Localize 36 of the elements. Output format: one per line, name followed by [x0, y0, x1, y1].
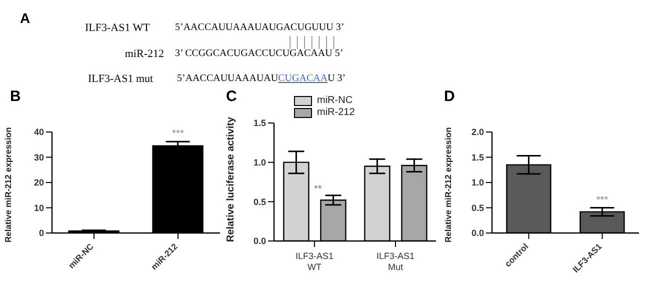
y-axis-title: Relative miR-212 expression [443, 127, 454, 242]
chart-title: B [10, 88, 21, 105]
y-tick-label: 2.0 [471, 127, 484, 138]
text: U 3’ [328, 73, 346, 84]
x-tick-label: ILF3-AS1 Mut [376, 251, 415, 272]
y-tick-label: 0.5 [253, 196, 266, 207]
annotation: *** [596, 194, 608, 206]
y-tick-label: 1.5 [253, 118, 266, 128]
text: 5’AACCAUUAAAUAUGACUGUUU 3’ [175, 22, 344, 33]
y-axis-title: Relative luciferase activity [226, 116, 237, 242]
text: A [20, 10, 30, 26]
text: ILF3-AS1 WT [85, 22, 150, 34]
text: 3’ CCGGCACUGACCUCUGACAAU 5’ [175, 48, 344, 59]
text: ILF3-AS1 mut [88, 73, 154, 85]
y-tick-label: 20 [34, 178, 44, 188]
y-tick-label: 0.0 [471, 228, 484, 238]
y-tick-label: 0.5 [471, 202, 484, 213]
x-tick-label: ILF3-AS1 WT [295, 251, 334, 272]
y-tick-label: 0 [38, 228, 44, 238]
y-tick-label: 40 [34, 127, 44, 138]
text: miR-212 [124, 48, 164, 60]
y-tick-label: 1.5 [471, 152, 484, 162]
y-tick-label: 30 [34, 152, 44, 162]
chart-title: C [226, 88, 237, 105]
y-tick-label: 1.0 [253, 158, 266, 168]
annotation: *** [172, 128, 184, 140]
y-tick-label: 0.0 [253, 236, 266, 246]
y-tick-label: 1.0 [471, 178, 484, 188]
y-axis-title: Relative miR-212 expression [3, 127, 14, 242]
legend-label: miR-NC [316, 95, 354, 106]
annotation: ** [314, 184, 322, 195]
y-tick-label: 10 [34, 202, 44, 213]
legend-label: miR-212 [316, 107, 355, 118]
text: 5’AACCAUUAAAUAU [177, 73, 278, 84]
text: CUGACAA [278, 73, 328, 84]
chart-title: D [444, 88, 455, 105]
